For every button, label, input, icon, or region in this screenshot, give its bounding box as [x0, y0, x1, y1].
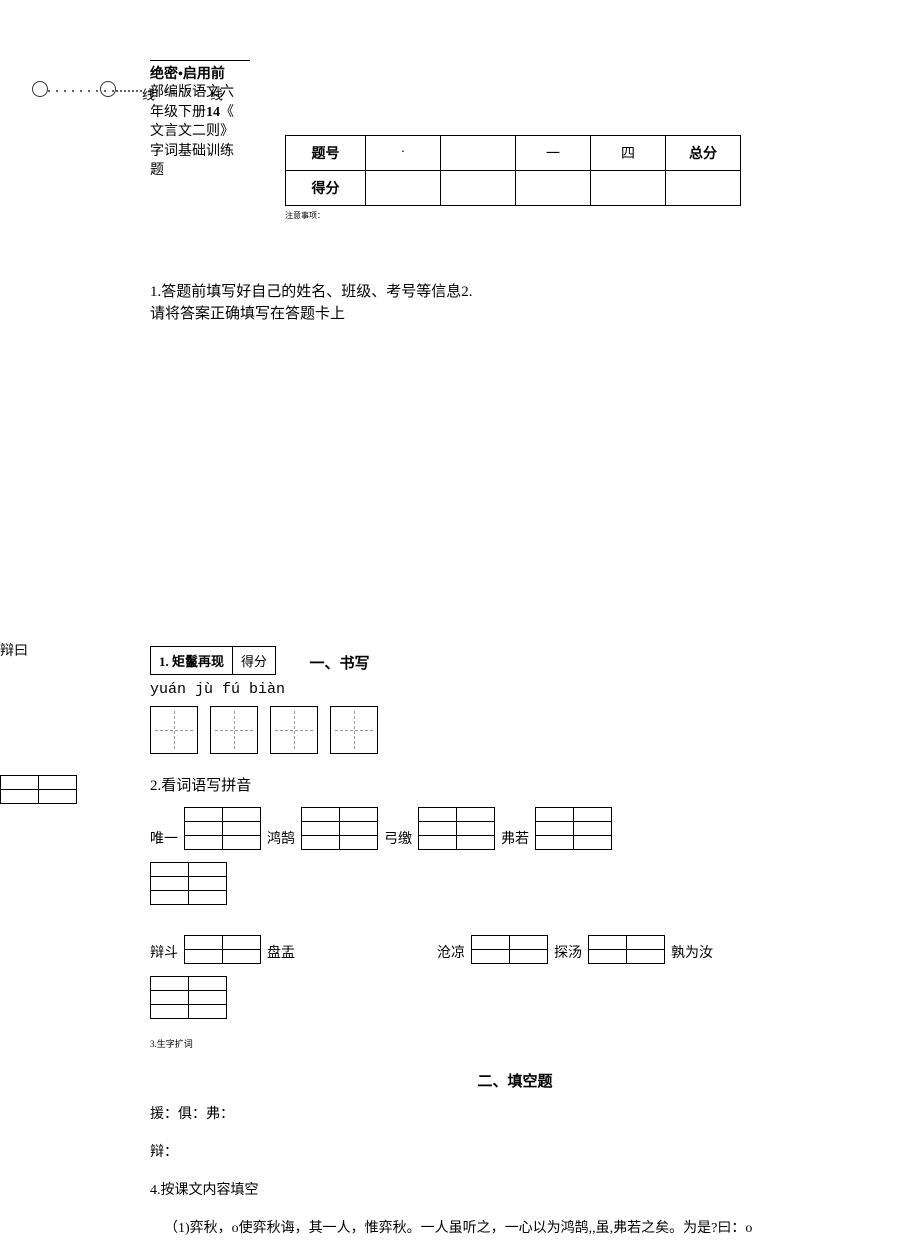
title-text: 部编版语文六 — [150, 85, 234, 100]
detached-word-label: 辩曰 — [0, 640, 28, 660]
word-label: 弓缴 — [384, 828, 412, 848]
question-3: 3.生字扩词 — [150, 1037, 880, 1050]
table-cell: 四 — [591, 136, 666, 171]
pinyin-write-box[interactable] — [150, 862, 227, 905]
detached-pinyin-box — [0, 775, 77, 804]
question-4: 4.按课文内容填空 — [150, 1177, 880, 1205]
table-header: 题号 — [286, 136, 366, 171]
title-text: 文言文二则》 — [150, 124, 234, 139]
table-cell[interactable] — [516, 171, 591, 206]
title-text: 题 — [150, 163, 164, 178]
word-label: 唯一 — [150, 828, 178, 848]
secret-label: 绝密•启用前 — [150, 63, 880, 83]
table-cell[interactable] — [591, 171, 666, 206]
fill-line-2: 辩： — [150, 1139, 880, 1167]
word-label: 孰为汝 — [671, 942, 713, 962]
score-table: 题号 · 一 四 总分 得分 — [285, 135, 741, 206]
table-cell: · — [366, 136, 441, 171]
section-2-title: 二、填空题 — [150, 1070, 880, 1091]
pinyin-write-box[interactable] — [150, 976, 227, 1019]
header-rule — [150, 60, 250, 61]
table-cell — [441, 136, 516, 171]
orphan-box-row-2 — [150, 976, 880, 1019]
table-row: 得分 — [286, 171, 741, 206]
section-title: 一、书写 — [310, 652, 370, 673]
instruction-line: 请将答案正确填写在答题卡上 — [150, 303, 880, 326]
fill-line-1: 援：俱：弗： — [150, 1101, 880, 1129]
pinyin-write-box[interactable] — [184, 935, 261, 964]
table-cell[interactable] — [441, 171, 516, 206]
table-header: 得分 — [286, 171, 366, 206]
char-write-box[interactable] — [210, 706, 258, 754]
pinyin-write-box[interactable] — [471, 935, 548, 964]
char-write-box[interactable] — [150, 706, 198, 754]
title-text: 字词基础训练 — [150, 144, 234, 159]
char-write-box[interactable] — [330, 706, 378, 754]
word-row-1: 唯一 鸿鹄 弓缴 弗若 — [150, 807, 880, 850]
eval-left: 1. 矩鬣再现 — [151, 647, 233, 674]
pinyin-line: yuán jù fú biàn — [150, 681, 880, 698]
title-text: 年级下册 — [150, 105, 206, 120]
word-row-2: 辩斗 盘盂 沧凉 探汤 孰为汝 — [150, 935, 880, 964]
main-content: 绝密•启用前 部编版语文六 年级下册14《 文言文二则》 字词基础训练 题 题号… — [150, 60, 880, 1243]
table-header: 总分 — [666, 136, 741, 171]
instruction-line: 1.答题前填写好自己的姓名、班级、考号等信息2. — [150, 281, 880, 304]
table-cell: 一 — [516, 136, 591, 171]
binding-circle — [100, 81, 116, 97]
word-label: 鸿鹄 — [267, 828, 295, 848]
pinyin-write-box[interactable] — [535, 807, 612, 850]
table-cell[interactable] — [666, 171, 741, 206]
exam-title: 部编版语文六 年级下册14《 文言文二则》 字词基础训练 题 — [150, 83, 260, 181]
note-label: 注意事项： — [285, 210, 325, 221]
orphan-box-row — [150, 862, 880, 905]
word-label: 弗若 — [501, 828, 529, 848]
pinyin-write-box[interactable] — [301, 807, 378, 850]
char-boxes-row — [150, 706, 880, 754]
question-2: 2.看词语写拼音 — [150, 774, 880, 795]
pinyin-write-box[interactable] — [184, 807, 261, 850]
question-4-1: （1)弈秋，o使弈秋诲，其一人，惟弈秋。一人虽听之，一心以为鸿鹄,,虽,弗若之矣… — [150, 1215, 880, 1243]
char-write-box[interactable] — [270, 706, 318, 754]
title-text: 《 — [220, 105, 234, 120]
eval-box: 1. 矩鬣再现 得分 — [150, 646, 276, 675]
title-number: 14 — [206, 105, 220, 120]
table-cell[interactable] — [366, 171, 441, 206]
pinyin-write-box[interactable] — [418, 807, 495, 850]
word-label: 盘盂 — [267, 942, 295, 962]
word-label: 探汤 — [554, 942, 582, 962]
binding-circle — [32, 81, 48, 97]
instructions: 1.答题前填写好自己的姓名、班级、考号等信息2. 请将答案正确填写在答题卡上 — [150, 281, 880, 326]
table-row: 题号 · 一 四 总分 — [286, 136, 741, 171]
pinyin-write-box[interactable] — [588, 935, 665, 964]
eval-right: 得分 — [233, 647, 275, 674]
word-label: 辩斗 — [150, 942, 178, 962]
word-label: 沧凉 — [437, 942, 465, 962]
